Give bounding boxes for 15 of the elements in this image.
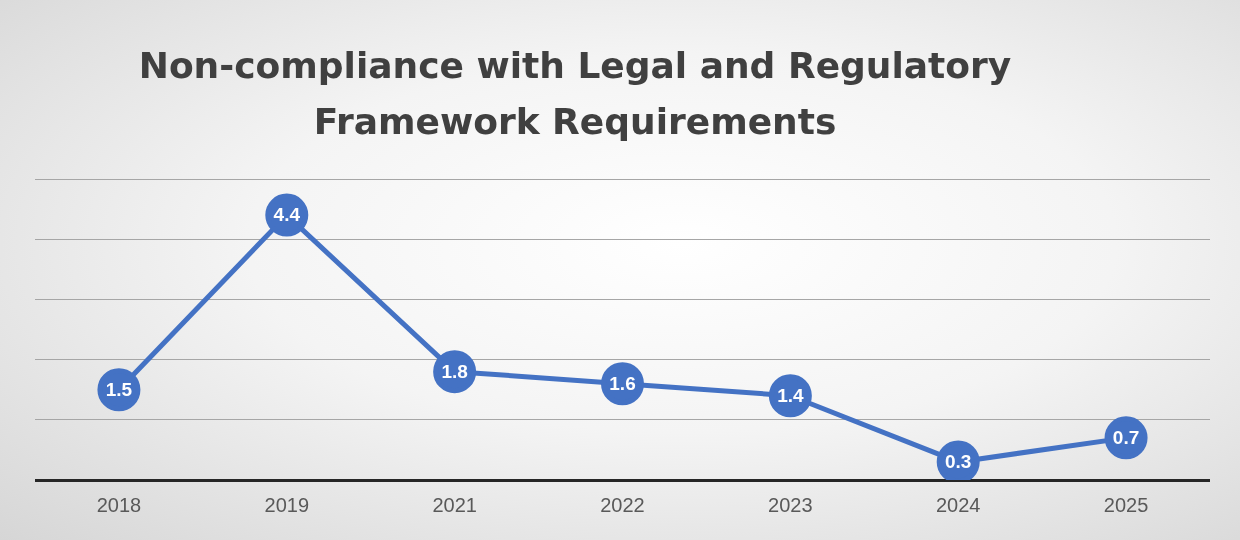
data-label: 0.3	[945, 451, 972, 473]
data-label: 1.5	[105, 378, 133, 400]
x-tick-label: 2025	[1103, 493, 1149, 516]
chart-title: Non-compliance with Legal and Regulatory Framework Requirements	[137, 44, 1013, 144]
x-tick-label: 2023	[768, 493, 813, 516]
data-label: 1.6	[609, 372, 636, 394]
x-tick-label: 2022	[600, 493, 645, 516]
data-label: 1.8	[441, 360, 468, 382]
data-label: 1.4	[777, 384, 804, 406]
x-tick-label: 2021	[432, 493, 477, 516]
data-label: 0.7	[1112, 427, 1140, 449]
data-label: 4.4	[273, 204, 301, 226]
x-tick-label: 2018	[96, 493, 142, 516]
x-tick-label: 2024	[935, 493, 981, 516]
x-tick-label: 2019	[264, 493, 310, 516]
